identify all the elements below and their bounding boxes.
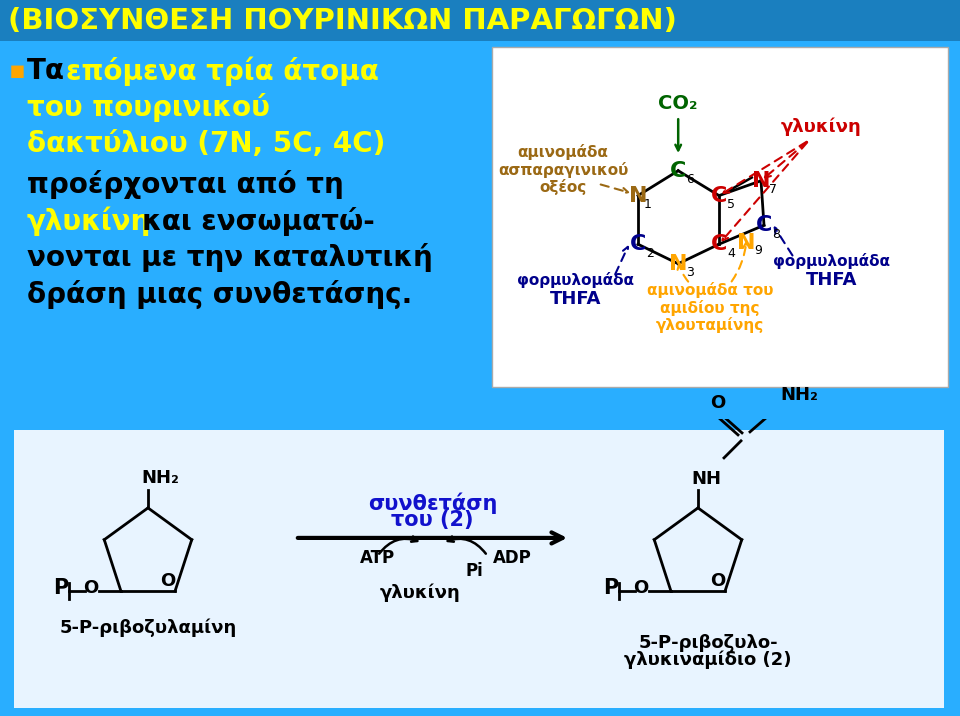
Text: THFA: THFA (806, 271, 857, 289)
Text: NH₂: NH₂ (780, 386, 818, 404)
Text: ADP: ADP (493, 549, 532, 567)
Bar (492, 47, 948, 387)
Text: 3: 3 (686, 266, 694, 279)
Text: του (2): του (2) (392, 510, 473, 530)
Text: 4: 4 (727, 246, 735, 260)
Text: C: C (710, 234, 727, 254)
Text: 5-P-ριβοζυλαμίνη: 5-P-ριβοζυλαμίνη (60, 619, 236, 637)
Text: P: P (603, 578, 618, 598)
Text: δακτύλιου (7Ν, 5C, 4C): δακτύλιου (7Ν, 5C, 4C) (27, 130, 385, 158)
Text: προέρχονται από τη: προέρχονται από τη (27, 170, 344, 199)
Text: 7: 7 (769, 183, 777, 196)
Text: αμινομάδα του: αμινομάδα του (647, 281, 773, 298)
Text: C: C (670, 160, 686, 180)
Text: O: O (160, 573, 176, 591)
Text: δράση μιας συνθετάσης.: δράση μιας συνθετάσης. (27, 280, 412, 309)
Text: NH: NH (691, 470, 721, 488)
Text: γλυκίνη: γλυκίνη (380, 584, 461, 602)
Text: 5: 5 (727, 198, 735, 211)
Text: αμιδίου της: αμιδίου της (660, 301, 759, 316)
Text: επόμενα τρία άτομα: επόμενα τρία άτομα (66, 57, 379, 86)
Text: Τα: Τα (27, 57, 65, 85)
Text: νονται με την καταλυτική: νονται με την καταλυτική (27, 243, 433, 272)
Text: φορμυλομάδα: φορμυλομάδα (774, 253, 891, 268)
Text: γλυκιναμίδιο (2): γλυκιναμίδιο (2) (624, 651, 792, 669)
Text: P: P (54, 578, 68, 598)
Text: O: O (84, 579, 99, 597)
Text: 2: 2 (646, 246, 654, 260)
Text: οξέος: οξέος (540, 179, 587, 195)
Text: γλυκίνη: γλυκίνη (780, 117, 861, 136)
Text: C: C (630, 234, 646, 254)
Text: 8: 8 (772, 228, 780, 241)
Text: ▪: ▪ (9, 59, 26, 83)
Text: O: O (634, 579, 649, 597)
Text: του πουρινικού: του πουρινικού (27, 93, 270, 122)
Text: συνθετάση: συνθετάση (368, 492, 497, 513)
Text: N: N (752, 171, 770, 190)
Text: (ΒΙΟΣΥΝΘΕΣΗ ΠΟΥΡΙΝΙΚΩΝ ΠΑΡΑΓΩΓΩΝ): (ΒΙΟΣΥΝΘΕΣΗ ΠΟΥΡΙΝΙΚΩΝ ΠΑΡΑΓΩΓΩΝ) (8, 6, 677, 35)
Text: C: C (756, 216, 772, 236)
Text: γλυκίνη: γλυκίνη (27, 206, 152, 236)
Text: αμινομάδα: αμινομάδα (517, 144, 609, 160)
Bar (0, 0, 960, 42)
Text: CO₂: CO₂ (659, 94, 698, 113)
Text: ATP: ATP (360, 549, 396, 567)
Text: N: N (737, 233, 756, 253)
Text: 6: 6 (686, 173, 694, 186)
Text: φορμυλομάδα: φορμυλομάδα (517, 272, 635, 288)
Text: 1: 1 (644, 198, 652, 211)
Text: N: N (629, 185, 647, 205)
Text: O: O (710, 573, 726, 591)
Text: NH₂: NH₂ (141, 469, 179, 487)
Text: C: C (710, 185, 727, 205)
Text: Pi: Pi (466, 562, 484, 580)
Text: και ενσωματώ-: και ενσωματώ- (142, 207, 374, 236)
Text: THFA: THFA (550, 289, 602, 308)
Text: ασπαραγινικού: ασπαραγινικού (498, 162, 628, 178)
Text: γλουταμίνης: γλουταμίνης (656, 317, 764, 333)
Text: 9: 9 (755, 244, 762, 257)
Text: O: O (710, 394, 726, 412)
Text: 5-Ρ-ριβοζυλο-: 5-Ρ-ριβοζυλο- (638, 634, 778, 652)
Text: N: N (669, 253, 687, 274)
